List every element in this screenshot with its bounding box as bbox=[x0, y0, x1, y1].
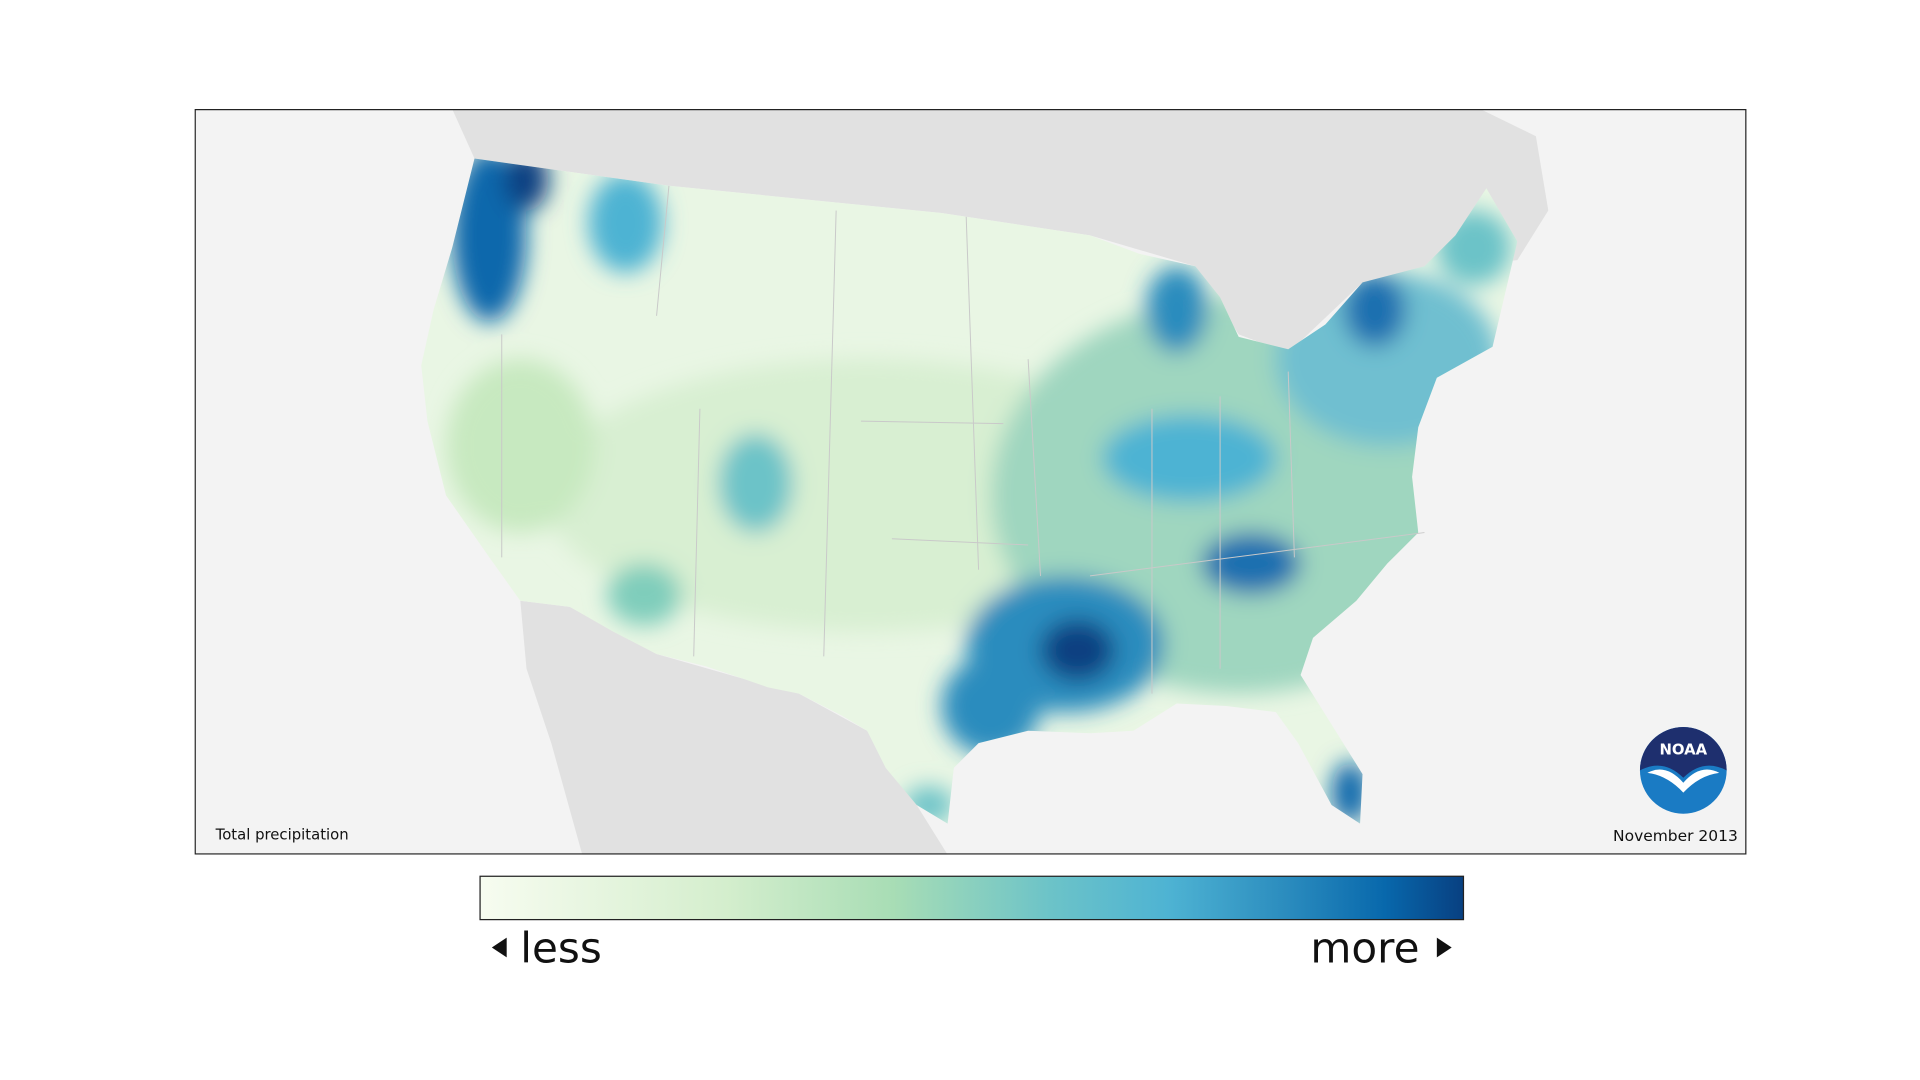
legend-high-label: more bbox=[1310, 923, 1419, 972]
frame-border bbox=[194, 108, 1747, 855]
canada bbox=[452, 108, 1549, 353]
legend-low-label: less bbox=[520, 923, 601, 972]
map-frame: Total precipitation November 2013 NOAA bbox=[194, 108, 1747, 855]
mexico bbox=[520, 600, 948, 855]
less-arrow bbox=[491, 937, 507, 958]
caption: Total precipitation bbox=[215, 826, 349, 844]
date: November 2013 bbox=[1613, 827, 1738, 845]
logo-text: NOAA bbox=[1659, 740, 1707, 758]
state-borders bbox=[501, 185, 1425, 694]
more-arrow bbox=[1436, 937, 1452, 958]
legend: less more bbox=[479, 875, 1465, 972]
noaa-logo: NOAA bbox=[1639, 727, 1727, 814]
color-bar bbox=[479, 875, 1465, 921]
